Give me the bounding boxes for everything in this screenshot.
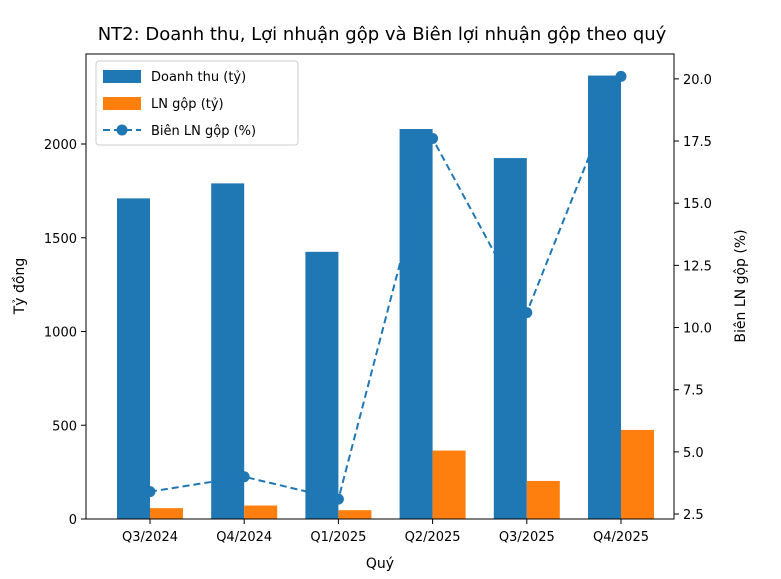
legend-swatch (103, 70, 141, 83)
legend-label: LN gộp (tỷ) (151, 97, 224, 112)
x-tick-label: Q3/2024 (122, 530, 178, 545)
y2-tick-label: 15.0 (683, 197, 712, 212)
legend-swatch (103, 97, 141, 110)
y-axis-right: 2.5 5.0 7.5 10.0 12.5 15.0 17.5 20.0 (674, 73, 712, 523)
bar-revenue (117, 198, 150, 519)
plot-frame (85, 53, 675, 520)
y-axis-left: 0 500 1000 1500 2000 (44, 138, 86, 528)
y-tick-label: 500 (52, 419, 77, 434)
legend-label: Doanh thu (tỷ) (151, 70, 246, 85)
bar-revenue (211, 183, 245, 519)
y-tick-label: 1500 (44, 232, 77, 247)
margin-point (238, 471, 250, 483)
y2-tick-label: 2.5 (683, 508, 704, 523)
y-axis-label: Tỷ đồng (11, 258, 28, 316)
y2-tick-label: 12.5 (683, 259, 712, 274)
x-tick-label: Q1/2025 (310, 530, 366, 545)
y2-axis-label: Biên LN gộp (%) (733, 229, 749, 342)
y2-tick-label: 20.0 (683, 73, 712, 88)
y-tick-label: 1000 (44, 326, 77, 341)
bar-gross-profit (338, 510, 372, 519)
legend: Doanh thu (tỷ) LN gộp (tỷ) Biên LN gộp (%) (95, 60, 299, 146)
x-tick-label: Q4/2025 (593, 530, 649, 545)
y-tick-label: 0 (69, 513, 77, 528)
legend-box (95, 60, 299, 146)
plot-area (117, 70, 654, 519)
bar-gross-profit (621, 429, 654, 519)
bar-gross-profit (244, 505, 278, 519)
margin-point (521, 307, 533, 319)
bar-gross-profit (150, 508, 183, 519)
margin-point (427, 133, 439, 145)
x-tick-label: Q4/2024 (216, 530, 272, 545)
bar-revenue (588, 75, 621, 519)
bar-gross-profit (526, 480, 560, 519)
margin-point (615, 70, 627, 82)
chart-title: NT2: Doanh thu, Lợi nhuận gộp và Biên lợ… (98, 24, 667, 45)
y2-tick-label: 17.5 (683, 135, 712, 150)
y-tick-label: 2000 (44, 138, 77, 153)
margin-point (144, 486, 156, 498)
y2-tick-label: 10.0 (683, 322, 712, 337)
x-tick-label: Q2/2025 (405, 530, 461, 545)
margin-line (149, 76, 622, 501)
bar-revenue (399, 129, 433, 519)
margin-point (332, 493, 344, 505)
y2-tick-label: 7.5 (683, 384, 704, 399)
bar-revenue (493, 158, 527, 519)
legend-label: Biên LN gộp (%) (151, 124, 256, 139)
y2-tick-label: 5.0 (683, 446, 704, 461)
x-axis: Q3/2024 Q4/2024 Q1/2025 Q2/2025 Q3/2025 Q4/20… (122, 519, 649, 545)
x-axis-label: Quý (366, 556, 394, 572)
bar-gross-profit (432, 450, 466, 519)
x-tick-label: Q3/2025 (499, 530, 555, 545)
bar-revenue (305, 251, 339, 519)
legend-marker (116, 124, 128, 136)
